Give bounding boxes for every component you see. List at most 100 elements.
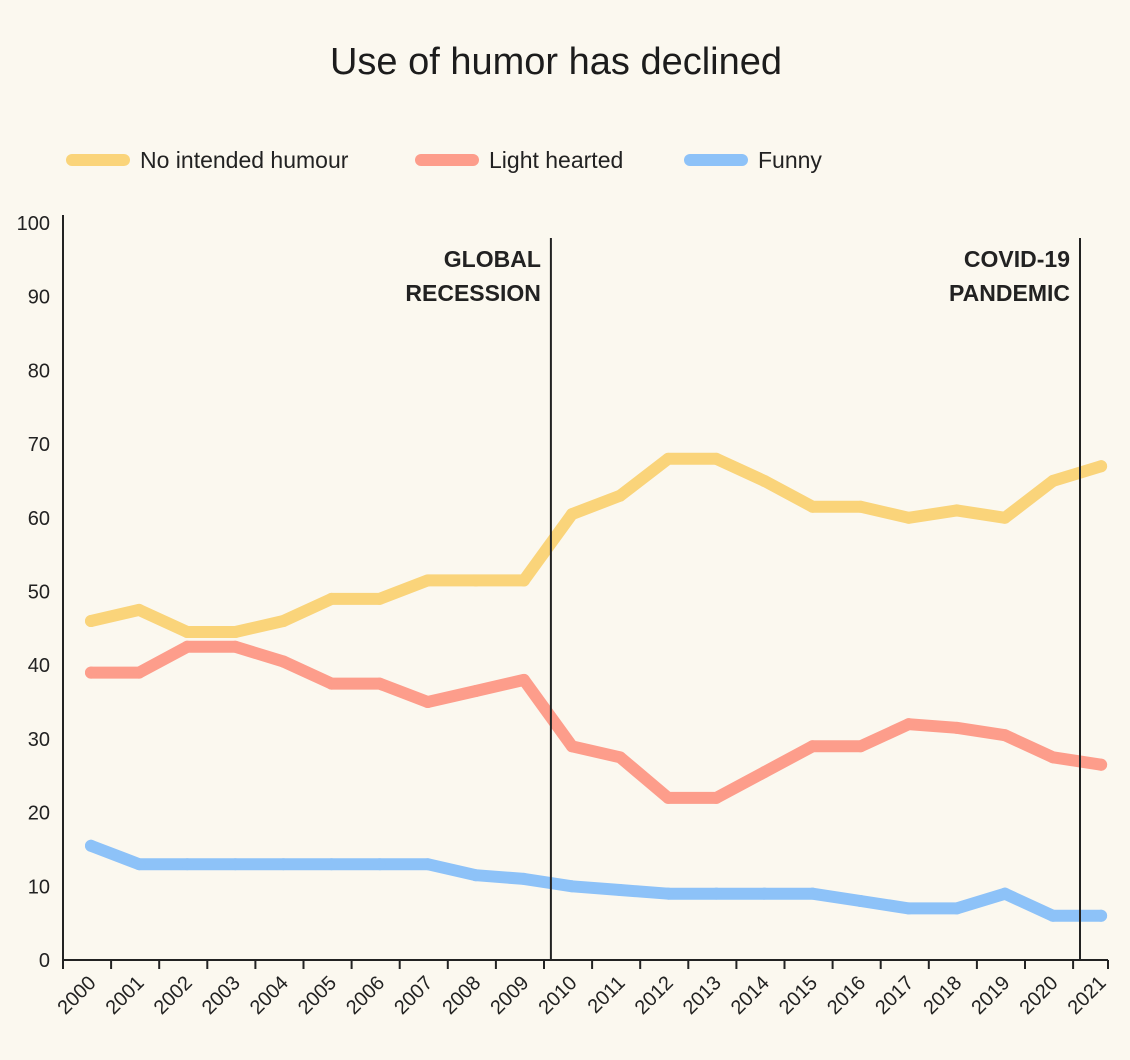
x-tick-label: 2012 [631, 972, 678, 1019]
data-point [710, 452, 723, 465]
data-point [421, 696, 434, 709]
event-markers [549, 238, 1081, 960]
data-point [614, 883, 627, 896]
data-point [614, 751, 627, 764]
data-point [85, 666, 97, 679]
data-point [806, 887, 819, 900]
data-point [1047, 751, 1059, 764]
event-label: COVID-19 [964, 246, 1070, 272]
series-lines [85, 452, 1108, 922]
data-point [566, 740, 578, 753]
data-point [1095, 909, 1108, 922]
x-tick-label: 2005 [294, 972, 341, 1019]
chart-title: Use of humor has declined [330, 41, 782, 83]
y-tick-label: 60 [28, 508, 50, 530]
data-point [758, 474, 771, 487]
series-line-3 [85, 839, 1108, 922]
data-point [1095, 460, 1108, 473]
data-point [229, 626, 242, 639]
y-tick-label: 10 [28, 876, 50, 898]
event-label: RECESSION [405, 280, 540, 306]
data-point [854, 895, 867, 908]
data-point [469, 684, 482, 697]
data-point [1047, 909, 1059, 922]
x-tick-label: 2001 [102, 972, 149, 1019]
legend-label: Funny [758, 147, 822, 173]
x-tick-label: 2002 [150, 972, 197, 1019]
y-tick-label: 100 [17, 213, 50, 235]
x-tick-label: 2007 [390, 972, 437, 1019]
y-tick-label: 40 [28, 655, 50, 677]
x-tick-label: 2008 [438, 972, 485, 1019]
x-tick-label: 2019 [967, 972, 1014, 1019]
data-point [373, 677, 386, 690]
data-point [277, 655, 290, 668]
x-tick-label: 2018 [919, 972, 966, 1019]
data-point [277, 614, 290, 627]
data-point [181, 626, 194, 639]
data-point [229, 858, 242, 871]
data-point [517, 673, 530, 686]
y-tick-label: 50 [28, 582, 50, 604]
x-tick-label: 2017 [871, 972, 918, 1019]
data-point [373, 592, 386, 605]
data-point [902, 511, 915, 524]
data-point [181, 858, 194, 871]
y-tick-label: 0 [39, 950, 50, 972]
series-line-2 [85, 640, 1108, 804]
x-tick-label: 2003 [198, 972, 245, 1019]
data-point [469, 574, 482, 587]
data-point [614, 489, 627, 502]
data-point [854, 740, 867, 753]
data-point [325, 677, 338, 690]
x-tick-label: 2015 [775, 972, 822, 1019]
data-point [229, 640, 242, 653]
data-point [662, 452, 675, 465]
x-tick-label: 2016 [823, 972, 870, 1019]
data-point [998, 511, 1011, 524]
data-point [133, 666, 146, 679]
data-point [758, 887, 771, 900]
data-point [469, 869, 482, 882]
data-point [277, 858, 290, 871]
data-point [806, 500, 819, 513]
x-tick-label: 2021 [1064, 972, 1111, 1019]
data-point [421, 574, 434, 587]
series-line-1 [85, 452, 1108, 638]
event-annotations: GLOBAL RECESSION COVID-19 PANDEMIC [405, 246, 1070, 306]
x-tick-label: 2010 [535, 972, 582, 1019]
data-point [373, 858, 386, 871]
data-point [950, 902, 963, 915]
data-point [133, 858, 146, 871]
event-label: GLOBAL [444, 246, 541, 272]
y-tick-label: 90 [28, 287, 50, 309]
data-point [85, 614, 97, 627]
data-point [325, 858, 338, 871]
data-point [854, 500, 867, 513]
data-point [1095, 758, 1108, 771]
data-point [566, 880, 578, 893]
data-point [998, 887, 1011, 900]
x-tick-label: 2013 [679, 972, 726, 1019]
data-point [517, 872, 530, 885]
data-point [566, 508, 578, 521]
data-point [950, 721, 963, 734]
x-tick-label: 2020 [1016, 972, 1063, 1019]
data-point [181, 640, 194, 653]
y-tick-label: 80 [28, 360, 50, 382]
x-tick-label: 2009 [486, 972, 533, 1019]
y-tick-label: 20 [28, 803, 50, 825]
x-tick-label: 2011 [584, 972, 630, 1018]
legend-label: Light hearted [489, 147, 623, 173]
data-point [517, 574, 530, 587]
data-point [806, 740, 819, 753]
y-tick-label: 70 [28, 434, 50, 456]
x-tick-label: 2004 [246, 972, 293, 1019]
data-point [421, 858, 434, 871]
data-point [133, 603, 146, 616]
x-tick-label: 2014 [727, 972, 774, 1019]
data-point [662, 791, 675, 804]
data-point [950, 504, 963, 517]
